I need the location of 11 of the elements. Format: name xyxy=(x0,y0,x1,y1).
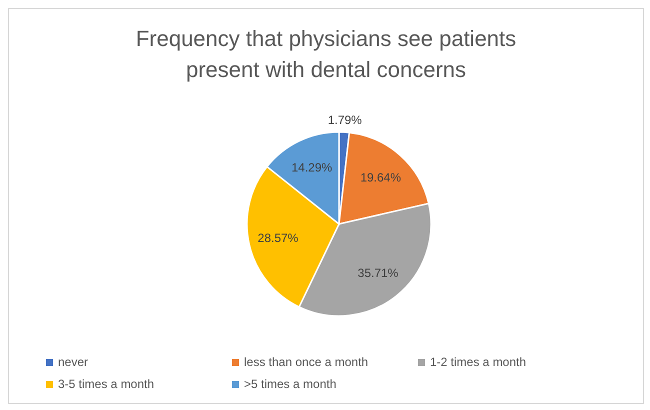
data-label: 35.71% xyxy=(358,266,399,280)
data-label: 28.57% xyxy=(258,230,299,245)
data-label: 14.29% xyxy=(291,160,333,175)
legend-label: 3-5 times a month xyxy=(58,377,154,391)
data-label: 19.64% xyxy=(360,170,402,184)
chart-title: Frequency that physicians see patients present with dental concerns xyxy=(134,25,518,84)
data-label: 1.79% xyxy=(328,113,362,128)
legend-label: less than once a month xyxy=(244,355,368,369)
legend-label: 1-2 times a month xyxy=(430,355,526,369)
legend-label: never xyxy=(58,355,88,369)
legend-label: >5 times a month xyxy=(244,377,336,391)
